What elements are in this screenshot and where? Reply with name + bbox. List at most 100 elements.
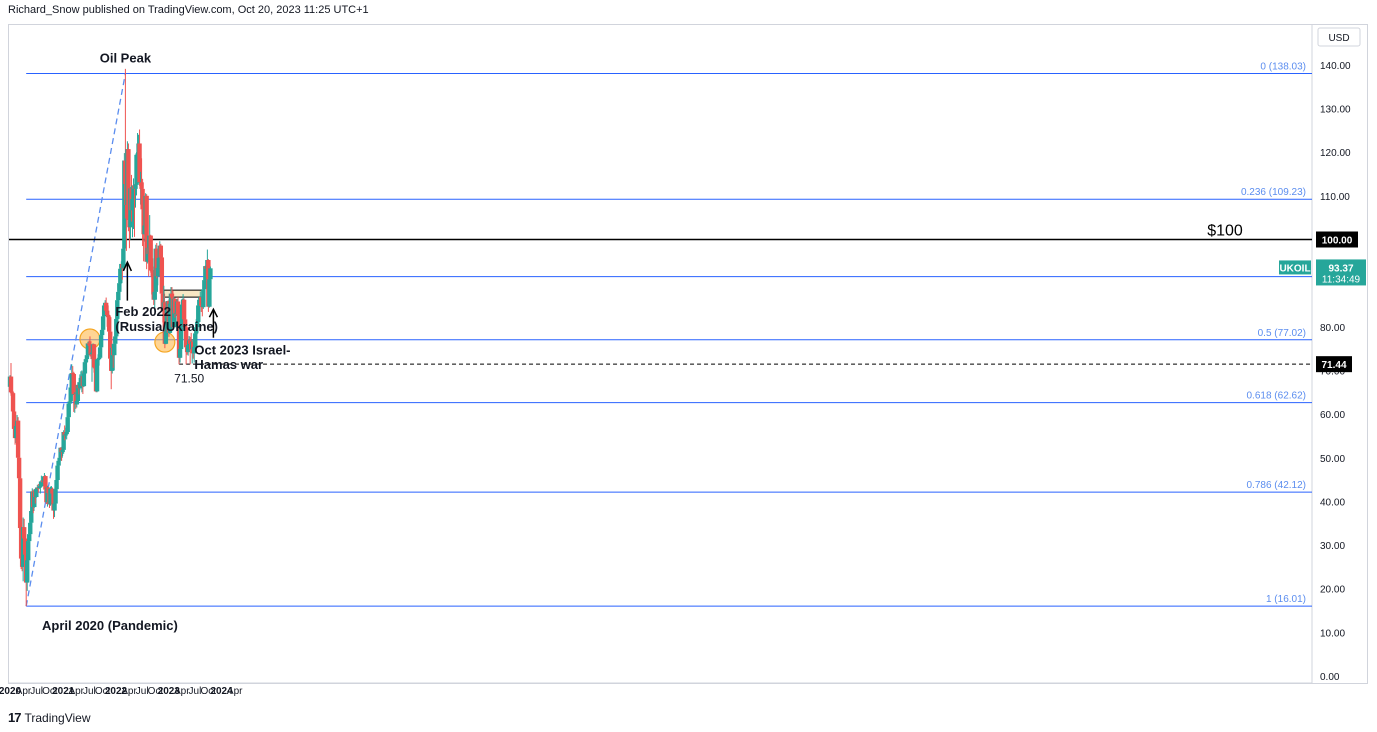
russia-ukraine-label: (Russia/Ukraine) bbox=[115, 319, 218, 334]
fib-level-label: 1 (16.01) bbox=[1266, 594, 1306, 605]
y-tick-label: 40.00 bbox=[1320, 497, 1345, 508]
candle-body bbox=[126, 149, 131, 221]
candle-body bbox=[64, 431, 69, 435]
candle-body bbox=[150, 270, 155, 278]
candle-body bbox=[175, 301, 181, 315]
candle-body bbox=[38, 486, 43, 488]
footer[interactable]: 17 TradingView bbox=[8, 710, 91, 725]
candle-body bbox=[54, 480, 59, 490]
candle-body bbox=[83, 359, 89, 363]
fib-trend-line bbox=[25, 73, 127, 607]
x-tick-label: Oct bbox=[148, 686, 164, 697]
x-tick-label: Apr bbox=[16, 686, 32, 697]
candle-body bbox=[55, 465, 60, 481]
x-tick-label: Apr bbox=[227, 686, 243, 697]
oct-2023-label-line2: Hamas war bbox=[194, 357, 263, 372]
candle-body bbox=[177, 349, 183, 358]
x-tick-label: 2023 bbox=[158, 686, 181, 697]
candle-body bbox=[149, 270, 154, 272]
candle-body bbox=[117, 283, 122, 292]
candle-body bbox=[10, 393, 16, 412]
candle-body bbox=[112, 343, 117, 356]
candle-body bbox=[116, 291, 121, 301]
y-tick-label: 80.00 bbox=[1320, 323, 1345, 334]
candle-body bbox=[100, 316, 106, 330]
candle-body bbox=[193, 333, 198, 347]
candle-body bbox=[195, 321, 200, 328]
candle-body bbox=[99, 329, 105, 336]
currency-box bbox=[1317, 27, 1361, 47]
candle-body bbox=[86, 343, 92, 345]
x-tick-label: 2022 bbox=[105, 686, 128, 697]
oct-2023-arrow-icon bbox=[208, 307, 219, 318]
candle-body bbox=[167, 303, 173, 333]
x-tick-label: Jul bbox=[30, 686, 43, 697]
candle-body bbox=[158, 245, 164, 258]
candle-body bbox=[163, 331, 169, 344]
candle-body bbox=[148, 235, 153, 271]
candle-body bbox=[159, 257, 165, 294]
candle-body bbox=[94, 359, 100, 392]
candle-body bbox=[113, 336, 118, 344]
candle-body bbox=[145, 247, 150, 262]
candle-body bbox=[74, 401, 80, 405]
candle-body bbox=[48, 488, 53, 505]
candle-body bbox=[71, 373, 76, 395]
candle-body bbox=[134, 154, 139, 185]
candle-body bbox=[106, 317, 112, 332]
x-tick-label: Apr bbox=[174, 686, 190, 697]
x-tick-label: Jul bbox=[83, 686, 96, 697]
candle-body bbox=[70, 373, 75, 375]
candle-body bbox=[155, 267, 160, 277]
footer-brand: TradingView bbox=[24, 710, 91, 725]
candle-body bbox=[118, 268, 123, 284]
candle-body bbox=[17, 478, 23, 529]
y-tick-label: 0.00 bbox=[1320, 672, 1340, 683]
badge-current-bg bbox=[1316, 259, 1366, 286]
candle-body bbox=[98, 335, 104, 348]
feb-2022-arrow-icon bbox=[122, 260, 133, 272]
candle-body bbox=[103, 302, 109, 311]
tradingview-logo-icon: 17 bbox=[8, 710, 22, 725]
candle-body bbox=[169, 293, 175, 298]
candle-body bbox=[16, 457, 22, 479]
candle-body bbox=[84, 355, 90, 360]
y-tick-label: 20.00 bbox=[1320, 585, 1345, 596]
x-tick-label: Oct bbox=[200, 686, 216, 697]
candle-body bbox=[208, 268, 213, 280]
candle-body bbox=[181, 299, 187, 320]
candle-body bbox=[65, 417, 70, 432]
candle-body bbox=[56, 460, 61, 466]
candle-body bbox=[137, 143, 142, 183]
y-tick-label: 30.00 bbox=[1320, 541, 1345, 552]
fib-level-label: 0.786 (42.12) bbox=[1247, 480, 1307, 491]
candle-body bbox=[61, 431, 66, 450]
candle-body bbox=[8, 376, 14, 393]
candle-body bbox=[50, 488, 55, 494]
candle-body bbox=[108, 331, 113, 359]
y-tick-label: 50.00 bbox=[1320, 454, 1345, 465]
candle-body bbox=[77, 382, 83, 389]
candle-body bbox=[121, 248, 126, 268]
candle-body bbox=[53, 489, 58, 504]
candle-body bbox=[96, 357, 102, 360]
candle-body bbox=[81, 373, 87, 387]
candle-body bbox=[21, 527, 27, 539]
candle-body bbox=[152, 291, 157, 300]
candle-body bbox=[182, 319, 188, 328]
badge-current-price: 93.37 bbox=[1328, 263, 1353, 274]
candle-body bbox=[57, 457, 62, 461]
candle-body bbox=[66, 403, 71, 418]
candle-body bbox=[43, 476, 48, 490]
candle-body bbox=[131, 185, 136, 199]
publisher-line: Richard_Snow published on TradingView.co… bbox=[8, 4, 369, 16]
oil-peak-label: Oil Peak bbox=[100, 51, 152, 66]
x-tick-label: Oct bbox=[95, 686, 111, 697]
candle-body bbox=[183, 327, 189, 348]
candle-body bbox=[67, 401, 72, 404]
candle-body bbox=[110, 347, 115, 371]
candle-body bbox=[82, 362, 88, 374]
candle-body bbox=[130, 198, 135, 211]
price-chart[interactable]: USD0.0010.0020.0030.0040.0050.0060.0070.… bbox=[0, 0, 1377, 700]
y-tick-label: 110.00 bbox=[1320, 192, 1350, 203]
